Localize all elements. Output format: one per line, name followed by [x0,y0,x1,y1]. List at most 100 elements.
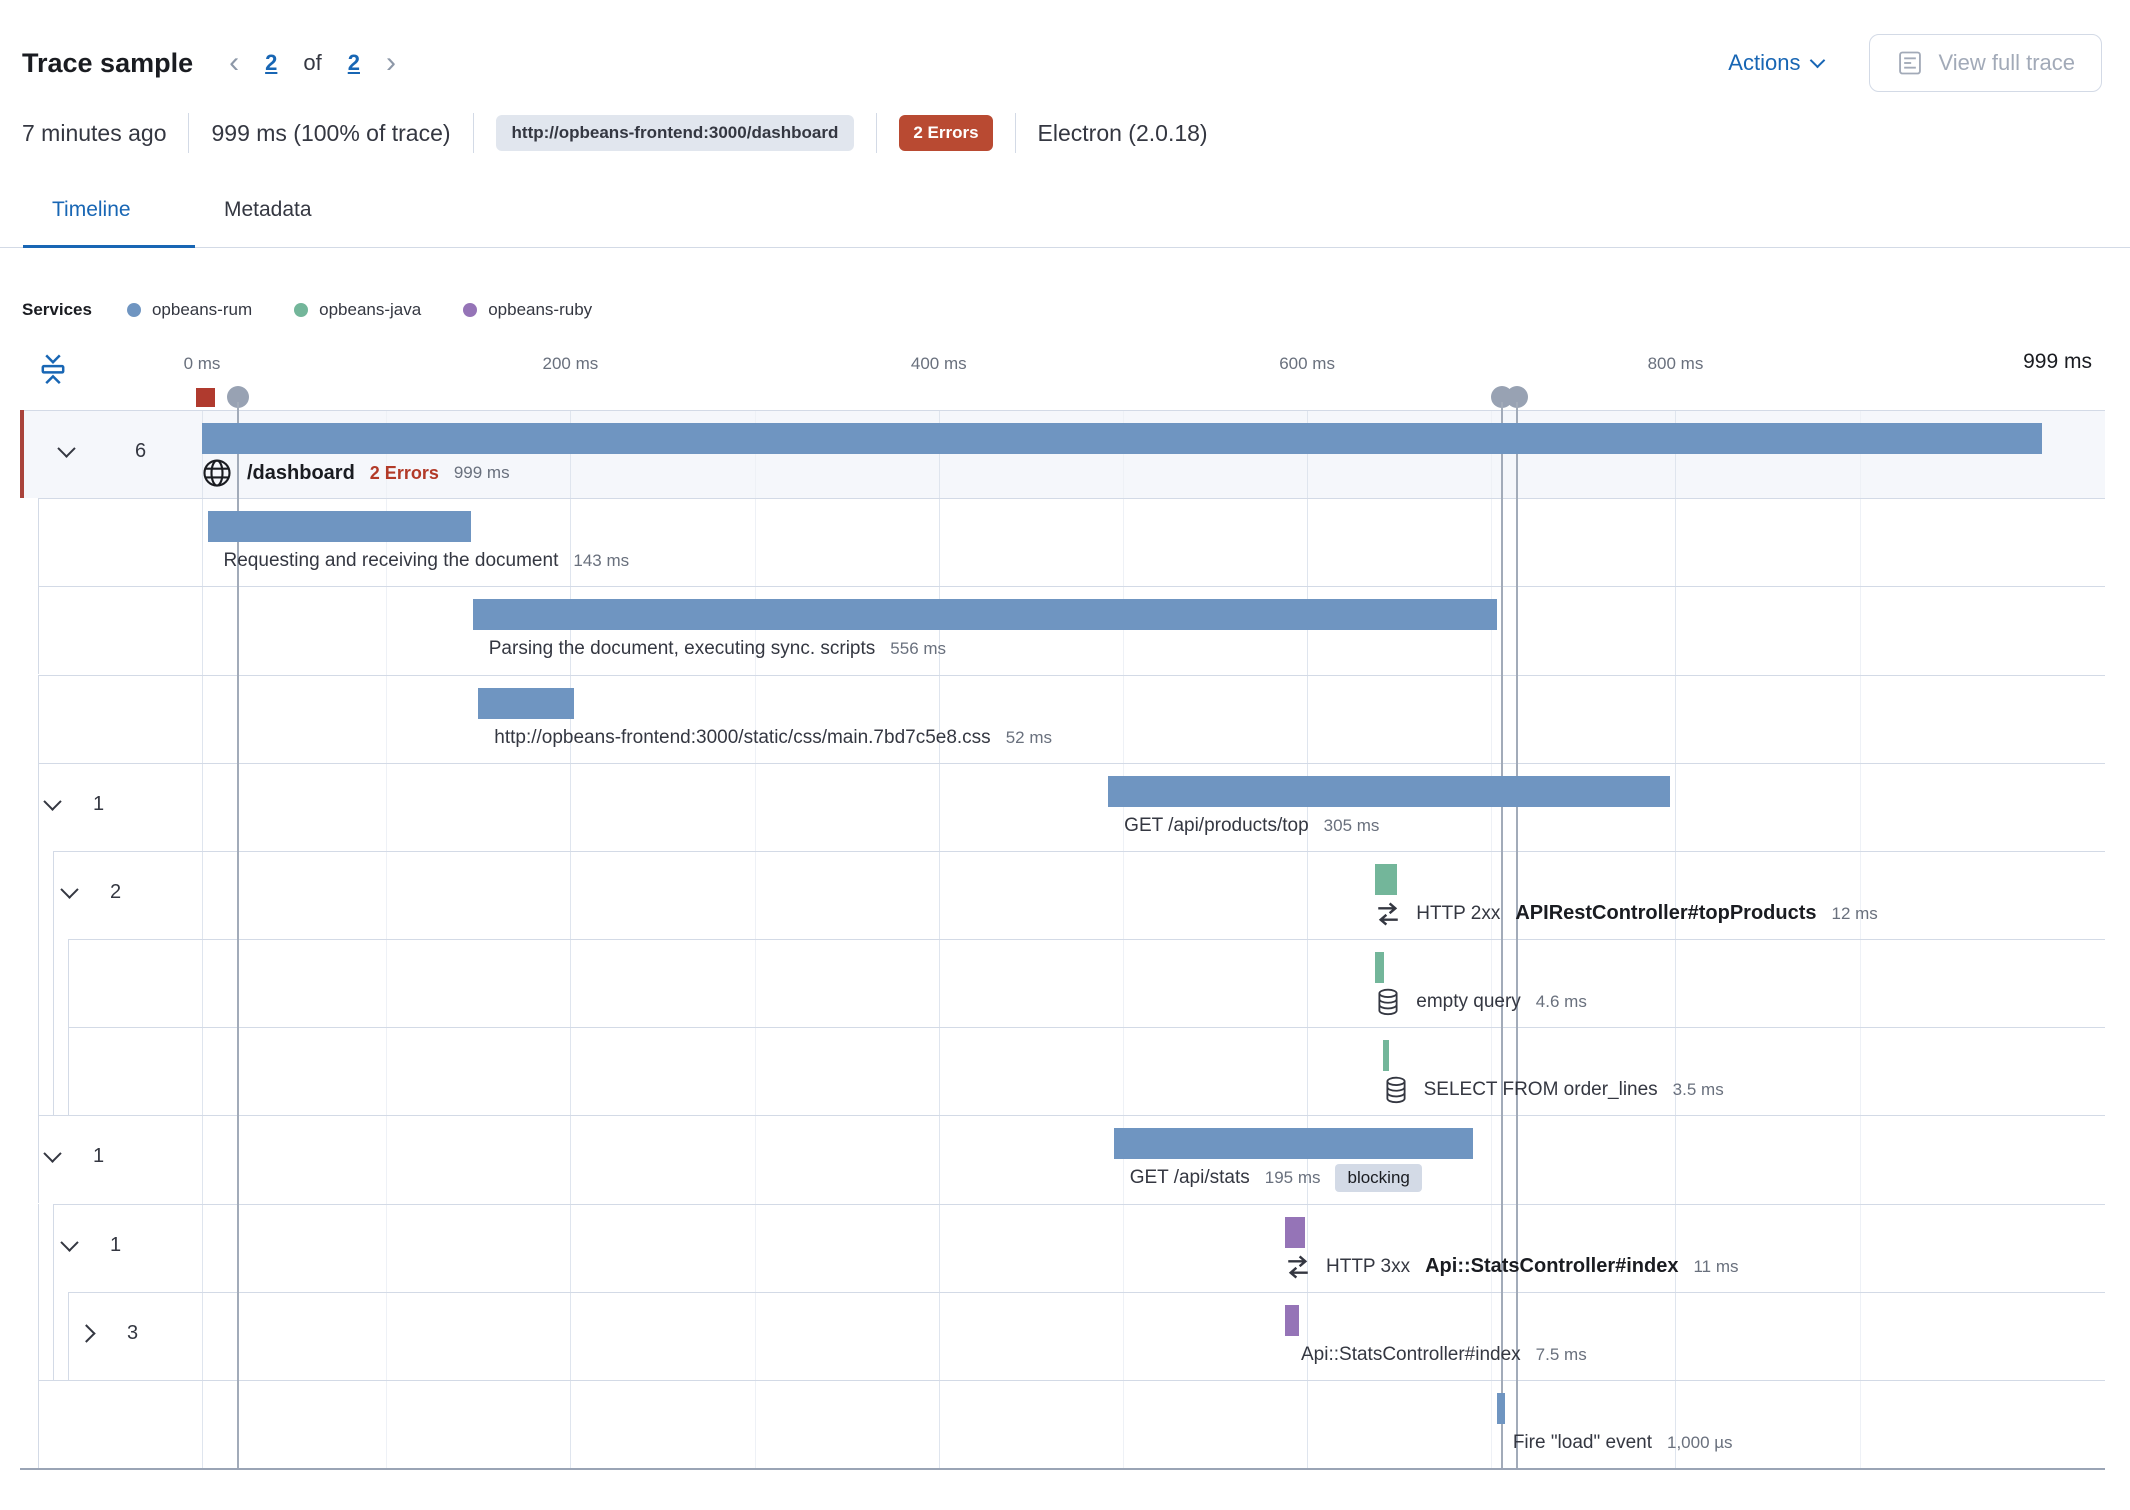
trace-summary-bar: 7 minutes ago 999 ms (100% of trace) htt… [22,110,1208,156]
span-label[interactable]: Fire "load" event 1,000 µs [1513,1426,1733,1460]
tree-indent-guide [53,939,54,1028]
legend-item-opbeans-ruby: opbeans-ruby [463,300,592,320]
axis-tick-label: 600 ms [1279,354,1335,373]
tree-indent-guide [38,1027,39,1116]
trace-age: 7 minutes ago [22,119,167,146]
span-label[interactable]: GET /api/stats 195 ms blocking [1130,1161,1422,1195]
row-expand-toggle[interactable]: 6 [57,439,147,463]
services-label: Services [22,300,92,319]
waterfall-row: http://opbeans-frontend:3000/static/css/… [0,674,2130,763]
span-duration-label: 52 ms [1005,727,1052,747]
waterfall-row: 1 GET /api/stats 195 ms blocking [0,1115,2130,1204]
globe-icon [202,458,232,488]
span-bar[interactable] [478,687,575,719]
tree-indent-guide [53,850,54,939]
tab-bar: Timeline Metadata [0,188,2130,248]
legend-item-opbeans-java: opbeans-java [294,300,421,320]
span-bar[interactable] [207,511,471,543]
legend-item-label: opbeans-java [319,300,422,319]
waterfall-row: 1 GET /api/products/top 305 ms [0,762,2130,851]
span-duration-label: 4.6 ms [1535,992,1587,1011]
row-top-border [38,1379,2105,1381]
separator [876,113,878,153]
tree-indent-guide [38,1291,39,1380]
current-page-link[interactable]: 2 [265,50,278,75]
span-bar[interactable] [202,423,2042,454]
trace-document-icon [1899,51,1922,75]
tree-indent-guide [38,1379,39,1468]
row-expand-toggle[interactable]: 2 [60,880,121,904]
span-bar[interactable] [1108,775,1670,807]
row-expand-toggle[interactable]: 1 [43,792,104,816]
services-legend: Services opbeans-rum opbeans-java opbeans-… [22,300,592,320]
actions-menu-button[interactable]: Actions [1728,50,1826,76]
span-label[interactable]: Requesting and receiving the document 143… [224,544,630,578]
span-bar[interactable] [1375,952,1384,983]
chevron-down-icon [43,792,62,811]
child-count-label: 3 [127,1321,139,1344]
next-trace-button[interactable]: › [385,46,396,79]
span-bar[interactable] [1496,1392,1505,1424]
span-bar[interactable] [1285,1304,1299,1336]
collapse-all-icon[interactable] [38,352,68,386]
total-page-link[interactable]: 2 [347,50,360,75]
row-top-border [53,1203,2105,1205]
chevron-down-icon [60,1232,79,1252]
span-label[interactable]: /dashboard 2 Errors 999 ms [202,456,510,490]
legend-dot-icon [463,303,478,317]
row-expand-toggle[interactable]: 1 [43,1144,104,1168]
row-top-border [68,1027,2105,1029]
tree-indent-guide [38,674,39,763]
tree-indent-guide [38,586,39,675]
child-count-label: 6 [135,440,147,462]
tree-indent-guide [38,939,39,1028]
actions-label: Actions [1728,50,1801,75]
span-name-label: APIRestController#topProducts [1515,902,1817,925]
span-errors-label[interactable]: 2 Errors [369,462,439,483]
span-bar[interactable] [1285,1216,1306,1248]
separator [1014,113,1016,153]
span-label[interactable]: HTTP 3xx Api::StatsController#index 11 ms [1285,1250,1739,1284]
span-label[interactable]: GET /api/products/top 305 ms [1124,809,1379,843]
span-duration-label: 12 ms [1831,903,1878,923]
separator [188,113,190,153]
axis-tick-label: 800 ms [1647,354,1704,373]
span-bar[interactable] [1382,1040,1390,1072]
span-label[interactable]: empty query 4.6 ms [1375,985,1587,1019]
header: Trace sample ‹ 2 of 2 › Actions View ful… [22,30,2102,96]
row-expand-toggle[interactable]: 3 [77,1321,139,1345]
span-duration-label: 556 ms [890,639,947,659]
axis-tick-label: 400 ms [910,354,967,373]
span-name-label: Parsing the document, executing sync. sc… [488,638,876,660]
row-top-border [68,1291,2105,1293]
tab-metadata[interactable]: Metadata [224,198,312,221]
span-duration-label: 195 ms [1264,1168,1321,1188]
span-duration-label: 11 ms [1693,1256,1739,1276]
waterfall-row: Requesting and receiving the document 143… [0,498,2130,587]
tree-indent-guide [68,1027,69,1116]
span-label[interactable]: SELECT FROM order_lines 3.5 ms [1383,1073,1724,1107]
span-bar[interactable] [1113,1128,1473,1160]
span-label[interactable]: Parsing the document, executing sync. sc… [489,632,946,666]
row-top-border [38,1115,2105,1117]
span-label[interactable]: http://opbeans-frontend:3000/static/css/… [494,721,1052,755]
errors-badge[interactable]: 2 Errors [899,115,993,151]
span-label[interactable]: HTTP 2xx APIRestController#topProducts 12 … [1375,897,1878,931]
legend-dot-icon [126,303,141,317]
span-name-label: SELECT FROM order_lines [1423,1079,1658,1101]
span-bar[interactable] [1375,863,1398,895]
span-bar[interactable] [472,599,1497,631]
row-top-border [68,939,2105,940]
span-label[interactable]: Api::StatsController#index 7.5 ms [1301,1338,1587,1372]
child-count-label: 1 [110,1233,122,1256]
legend-dot-icon [294,303,309,317]
tab-timeline[interactable]: Timeline [52,198,131,221]
view-full-trace-button[interactable]: View full trace [1869,34,2102,92]
row-expand-toggle[interactable]: 1 [60,1232,122,1257]
span-name-label: GET /api/products/top [1124,814,1309,836]
waterfall-row: Parsing the document, executing sync. sc… [0,586,2130,675]
view-full-trace-label: View full trace [1938,50,2075,75]
chevron-down-icon [57,439,76,458]
prev-trace-button[interactable]: ‹ [229,46,240,79]
url-badge: http://opbeans-frontend:3000/dashboard [495,115,855,151]
